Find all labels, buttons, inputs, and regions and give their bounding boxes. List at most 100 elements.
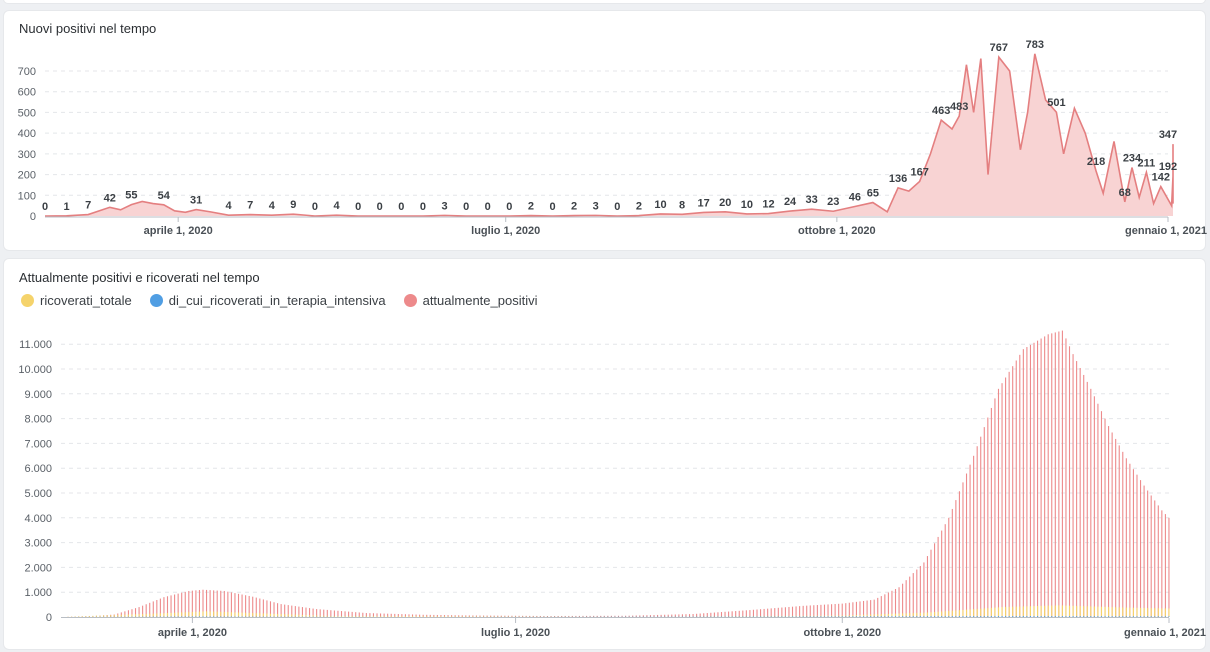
bar-ricoverati-totale — [220, 611, 222, 617]
bar-attualmente-positivi — [340, 611, 343, 617]
legend-item-attualmente-positivi[interactable]: attualmente_positivi — [403, 293, 538, 308]
bar-terapia-intensiva — [230, 616, 232, 617]
bar-terapia-intensiva — [745, 616, 747, 617]
bar-ricoverati-totale — [944, 611, 946, 617]
bar-ricoverati-totale — [369, 616, 371, 617]
data-label: 0 — [463, 201, 469, 213]
bar-ricoverati-totale — [415, 616, 417, 617]
bar-ricoverati-totale — [372, 616, 375, 617]
bar-attualmente-positivi — [951, 508, 953, 617]
bar-terapia-intensiva — [731, 616, 733, 617]
bar-attualmente-positivi — [308, 608, 311, 617]
bar-attualmente-positivi — [1122, 451, 1124, 617]
bar-attualmente-positivi — [1168, 517, 1170, 617]
bar-ricoverati-totale — [848, 615, 850, 617]
bar-ricoverati-totale — [74, 616, 76, 617]
bar-ricoverati-totale — [1154, 608, 1156, 617]
bar-ricoverati-totale — [855, 615, 857, 617]
bar-terapia-intensiva — [774, 616, 776, 617]
bar-ricoverati-totale — [451, 616, 453, 617]
bar-ricoverati-totale — [177, 612, 179, 617]
bar-terapia-intensiva — [923, 616, 925, 617]
bar-ricoverati-totale — [873, 614, 875, 617]
bar-ricoverati-totale — [1093, 606, 1095, 617]
y-tick-label: 300 — [18, 149, 36, 161]
bar-attualmente-positivi — [760, 609, 762, 617]
legend-item-terapia-intensiva[interactable]: di_cui_ricoverati_in_terapia_intensiva — [149, 293, 386, 308]
bar-attualmente-positivi — [312, 608, 314, 617]
bar-ricoverati-totale — [1005, 606, 1007, 617]
bar-ricoverati-totale — [1001, 607, 1003, 617]
bar-ricoverati-totale — [1150, 608, 1152, 617]
bar-attualmente-positivi — [156, 599, 158, 617]
bar-ricoverati-totale — [514, 616, 517, 617]
bar-terapia-intensiva — [1001, 616, 1003, 617]
bar-ricoverati-totale — [241, 612, 243, 617]
bar-ricoverati-totale — [951, 610, 953, 617]
bar-ricoverati-totale — [834, 615, 836, 617]
bar-ricoverati-totale — [245, 612, 247, 617]
bar-attualmente-positivi — [582, 615, 584, 617]
bar-ricoverati-totale — [461, 616, 463, 617]
x-tick-label: gennaio 1, 2021 — [1124, 627, 1206, 639]
bar-ricoverati-totale — [326, 615, 328, 617]
bar-ricoverati-totale — [831, 615, 833, 617]
bar-attualmente-positivi — [500, 615, 502, 617]
bar-attualmente-positivi — [291, 605, 293, 617]
bar-attualmente-positivi — [170, 595, 172, 617]
bar-attualmente-positivi — [621, 615, 623, 617]
data-label: 0 — [398, 201, 404, 213]
bar-terapia-intensiva — [820, 616, 822, 617]
bar-attualmente-positivi — [142, 605, 144, 617]
bar-attualmente-positivi — [962, 482, 964, 617]
bar-attualmente-positivi — [216, 590, 218, 617]
bar-attualmente-positivi — [557, 615, 559, 617]
previous-card-edge — [3, 0, 1206, 4]
bar-ricoverati-totale — [511, 616, 513, 617]
bar-terapia-intensiva — [1125, 616, 1127, 617]
bar-ricoverati-totale — [912, 613, 914, 617]
bar-attualmente-positivi — [326, 609, 328, 617]
bar-ricoverati-totale — [823, 615, 826, 617]
bar-attualmente-positivi — [607, 615, 609, 617]
bar-terapia-intensiva — [887, 616, 889, 617]
bar-terapia-intensiva — [834, 616, 836, 617]
bar-attualmente-positivi — [742, 610, 744, 617]
bar-attualmente-positivi — [468, 615, 470, 617]
bar-ricoverati-totale — [1015, 606, 1017, 617]
x-tick-label: gennaio 1, 2021 — [1125, 225, 1207, 237]
bar-ricoverati-totale — [845, 615, 847, 617]
bar-ricoverati-totale — [124, 614, 126, 617]
bar-terapia-intensiva — [987, 616, 989, 617]
bar-terapia-intensiva — [862, 616, 865, 617]
bar-terapia-intensiva — [816, 616, 818, 617]
bar-terapia-intensiva — [870, 616, 872, 617]
bar-ricoverati-totale — [419, 616, 421, 617]
bar-attualmente-positivi — [681, 614, 683, 617]
bar-ricoverati-totale — [166, 613, 169, 617]
bar-ricoverati-totale — [142, 614, 144, 617]
bar-attualmente-positivi — [277, 603, 279, 617]
bar-ricoverati-totale — [884, 614, 886, 617]
bar-attualmente-positivi — [241, 594, 243, 617]
bar-attualmente-positivi — [688, 614, 691, 617]
bar-terapia-intensiva — [1076, 616, 1078, 617]
bar-ricoverati-totale — [980, 608, 982, 617]
bar-attualmente-positivi — [610, 615, 612, 617]
bar-ricoverati-totale — [1097, 606, 1099, 617]
bar-attualmente-positivi — [728, 611, 730, 617]
y-tick-label: 600 — [18, 87, 36, 99]
bar-ricoverati-totale — [997, 607, 1000, 617]
bar-attualmente-positivi — [1076, 361, 1078, 617]
x-tick-label: luglio 1, 2020 — [471, 225, 540, 237]
bar-attualmente-positivi — [316, 609, 318, 617]
legend-item-ricoverati[interactable]: ricoverati_totale — [21, 293, 132, 308]
bar-ricoverati-totale — [809, 615, 811, 617]
bar-attualmente-positivi — [1108, 426, 1110, 617]
bar-ricoverati-totale — [1026, 606, 1028, 617]
bar-attualmente-positivi — [965, 473, 968, 617]
bar-terapia-intensiva — [813, 616, 815, 617]
data-label: 767 — [990, 42, 1008, 54]
data-label: 2 — [571, 201, 577, 213]
bar-ricoverati-totale — [1079, 606, 1081, 617]
